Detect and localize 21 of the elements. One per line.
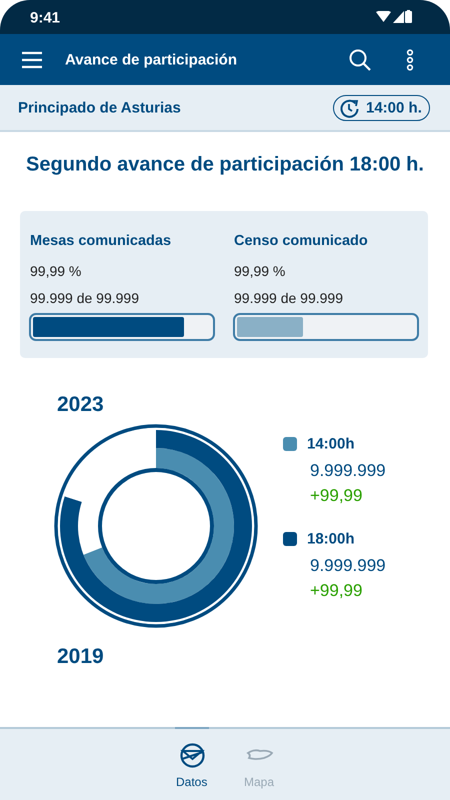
text: Censo comunicado xyxy=(234,233,368,249)
text: 14:00 h. xyxy=(366,100,422,116)
text: 2019 xyxy=(57,645,104,669)
text: +99,99 xyxy=(310,486,362,506)
text: Segundo avance de participación 18:00 h. xyxy=(25,154,425,176)
text: 9.999.999 xyxy=(310,461,386,481)
text: 99,99 % xyxy=(30,263,82,279)
legend-label: 18:00h xyxy=(307,530,355,548)
text: 9:41 xyxy=(30,10,60,26)
text: 99.999 de 99.999 xyxy=(234,290,343,306)
text: Datos xyxy=(176,775,208,789)
text: 99,99 % xyxy=(234,263,286,279)
legend-label: 14:00h xyxy=(307,436,355,452)
text: Avance de participación xyxy=(65,52,238,68)
text: 99.999 de 99.999 xyxy=(30,290,139,306)
text: +99,99 xyxy=(310,581,362,601)
chart-title: 2023 xyxy=(57,393,104,417)
text: Mapa xyxy=(244,775,274,789)
text: 9.999.999 xyxy=(310,556,386,576)
text: Principado de Asturias xyxy=(18,100,181,116)
text: Mesas comunicadas xyxy=(30,233,172,249)
